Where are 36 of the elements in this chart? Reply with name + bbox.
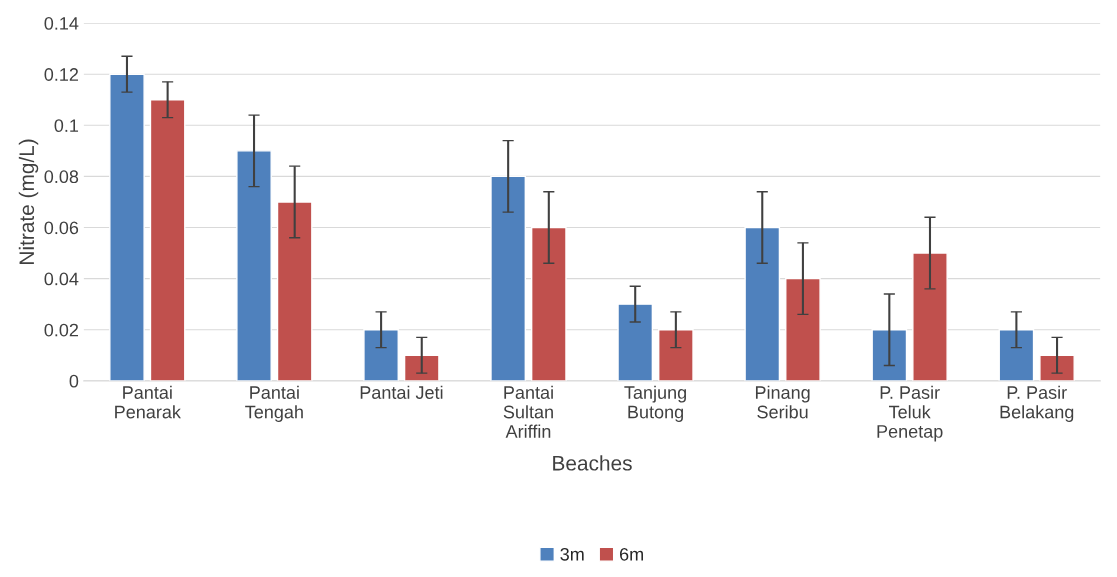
- legend-label: 6m: [620, 547, 643, 561]
- y-tick-label: 0: [69, 374, 79, 388]
- bar: [617, 303, 654, 381]
- x-axis-title: Beaches: [553, 455, 632, 471]
- bar: [530, 226, 567, 381]
- x-tick-label: P. Pasir Teluk Penetap: [877, 385, 943, 442]
- bar: [998, 329, 1035, 381]
- bar: [490, 175, 526, 381]
- x-tick-label: Pantai Sultan Ariffin: [503, 385, 553, 438]
- bar: [149, 99, 186, 381]
- y-tick-label: 0.02: [44, 323, 79, 337]
- y-axis-title: Nitrate (mg/L): [18, 139, 39, 264]
- bar: [363, 329, 399, 381]
- y-tick-label: 0.1: [54, 119, 79, 133]
- bar: [276, 201, 313, 381]
- y-tick-label: 0.12: [44, 68, 79, 81]
- y-tick-label: 0.06: [44, 221, 79, 235]
- bar: [871, 329, 908, 381]
- x-tick-label: Pantai Tengah: [245, 385, 303, 422]
- legend-label: 3m: [560, 547, 584, 561]
- bar: [1039, 354, 1075, 381]
- y-tick-label: 0.08: [44, 170, 79, 184]
- x-tick-label: Pinang Seribu: [755, 385, 810, 419]
- x-tick-label: P. Pasir Belakang: [1000, 385, 1074, 422]
- bar: [785, 277, 821, 381]
- bar: [744, 226, 781, 381]
- bar: [912, 252, 948, 381]
- y-tick-label: 0.04: [44, 272, 79, 286]
- x-tick-label: Pantai Jeti: [360, 385, 443, 399]
- bar: [109, 73, 145, 381]
- bar: [658, 329, 694, 381]
- x-tick-label: Pantai Penarak: [115, 385, 181, 419]
- bar: [403, 354, 440, 381]
- x-tick-label: Tanjung Butong: [624, 385, 686, 422]
- y-tick-label: 0.14: [44, 17, 79, 30]
- bar: [236, 150, 272, 381]
